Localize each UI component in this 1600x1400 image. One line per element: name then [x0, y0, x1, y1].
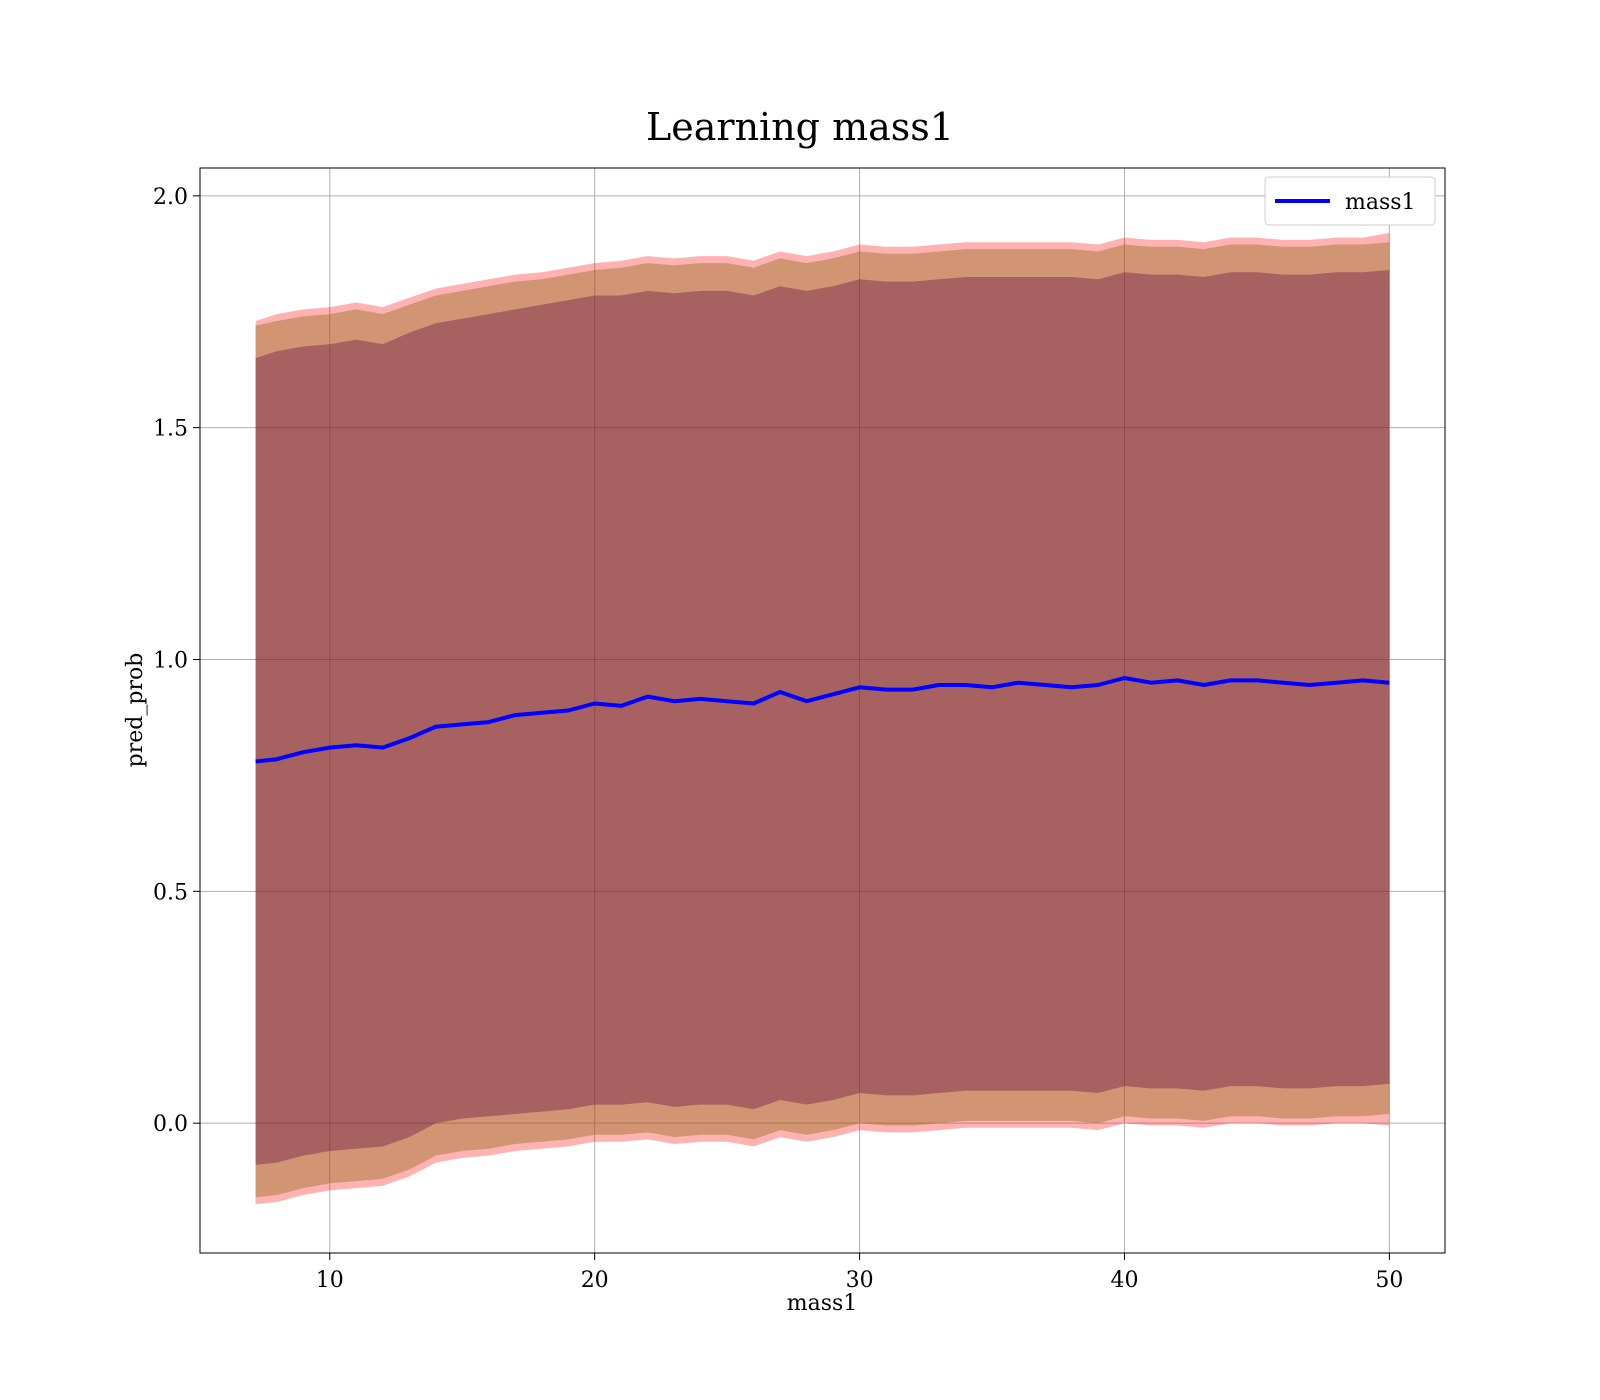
band-mid [255, 242, 1390, 1198]
y-tick-label: 2.0 [153, 185, 188, 210]
legend-box [1264, 176, 1436, 226]
x-axis-label: mass1 [787, 1291, 858, 1316]
x-tick-label: 20 [581, 1268, 609, 1293]
x-tick-label: 50 [1375, 1268, 1403, 1293]
x-tick-label: 30 [846, 1268, 874, 1293]
y-axis-ticks: 0.0 0.5 1.0 1.5 2.0 [153, 185, 200, 1137]
x-tick-label: 10 [316, 1268, 344, 1293]
x-axis-ticks: 10 20 30 40 50 [316, 1253, 1403, 1293]
chart-title: Learning mass1 [646, 105, 954, 149]
band-inner [255, 270, 1390, 1165]
plot-frame [199, 167, 1446, 1254]
line-layer [255, 676, 1390, 764]
y-tick-label: 1.0 [153, 648, 188, 673]
y-tick-label: 0.5 [153, 880, 188, 905]
y-tick-label: 1.5 [153, 417, 188, 442]
y-tick-label: 0.0 [153, 1112, 188, 1137]
band-layer [255, 232, 1390, 1205]
x-tick-label: 40 [1110, 1268, 1138, 1293]
grid-layer [200, 168, 1445, 1253]
band-outer [255, 232, 1390, 1205]
y-axis-label: pred_prob [123, 653, 148, 768]
series-line-mass1 [255, 676, 1390, 764]
legend: mass1 [1264, 176, 1436, 226]
legend-label-mass1: mass1 [1345, 190, 1416, 215]
